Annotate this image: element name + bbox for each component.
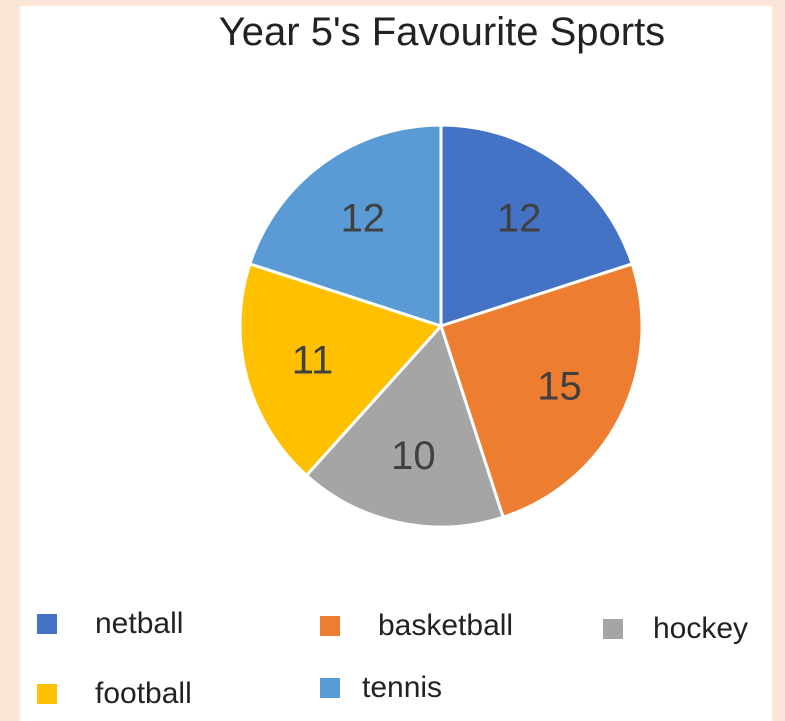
legend-swatch-tennis — [320, 678, 340, 698]
legend-swatch-hockey — [603, 619, 623, 639]
data-label-basketball: 15 — [537, 364, 582, 408]
legend-item-basketball: basketball — [320, 606, 513, 646]
pie-slices — [238, 123, 644, 529]
legend-label-football: football — [95, 677, 192, 710]
legend-item-hockey: hockey — [603, 609, 748, 649]
legend-label-hockey: hockey — [653, 612, 749, 645]
legend-item-tennis: tennis — [320, 668, 442, 708]
pie-data-labels: 12 15 10 11 12 — [292, 196, 582, 478]
data-label-tennis: 12 — [341, 196, 386, 240]
pie-slice-football — [238, 261, 444, 478]
pie-slice-hockey — [304, 323, 506, 529]
legend-label-basketball: basketball — [378, 609, 514, 642]
legend-label-tennis: tennis — [362, 671, 443, 704]
legend-item-football: football — [37, 674, 192, 714]
legend-swatch-basketball — [320, 616, 340, 636]
data-label-netball: 12 — [497, 196, 542, 240]
data-label-hockey: 10 — [391, 434, 436, 478]
legend-item-netball: netball — [37, 604, 183, 644]
pie-slice-netball — [439, 123, 635, 329]
pie-slice-tennis — [247, 123, 443, 329]
legend-swatch-netball — [37, 614, 57, 634]
pie-slice-basketball — [439, 261, 644, 520]
chart-title: Year 5's Favourite Sports — [218, 10, 666, 54]
data-label-football: 11 — [292, 338, 334, 382]
legend-swatch-football — [37, 684, 57, 704]
legend-label-netball: netball — [95, 607, 184, 640]
